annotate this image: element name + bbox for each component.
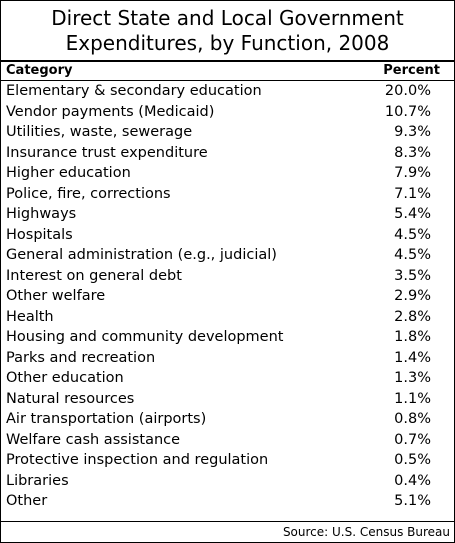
row-percent: 0.5% xyxy=(394,452,431,468)
table-row: Parks and recreation 1.4% xyxy=(1,348,454,369)
table-row: Welfare cash assistance 0.7% xyxy=(1,430,454,451)
table-row: Air transportation (airports) 0.8% xyxy=(1,409,454,430)
row-percent: 0.4% xyxy=(394,472,431,489)
table-row: Highways 5.4% xyxy=(1,204,454,225)
table-row: Libraries 0.4% xyxy=(1,471,454,492)
row-category: General administration (e.g., judicial) xyxy=(6,247,277,263)
table-row: Elementary & secondary education 20.0% xyxy=(1,81,454,102)
table-row: Natural resources 1.1% xyxy=(1,389,454,410)
table-row: Housing and community development 1.8% xyxy=(1,327,454,348)
row-category: Police, fire, corrections xyxy=(6,185,171,202)
row-category: Libraries xyxy=(6,472,69,489)
row-percent: 8.3% xyxy=(394,144,431,161)
row-percent: 20.0% xyxy=(384,83,431,99)
row-category: Health xyxy=(6,308,54,325)
title-line-1: Direct State and Local Government xyxy=(51,6,404,30)
row-percent: 2.9% xyxy=(394,288,431,304)
header-percent: Percent xyxy=(383,63,440,78)
row-category: Housing and community development xyxy=(6,329,284,345)
table-row: Vendor payments (Medicaid) 10.7% xyxy=(1,102,454,123)
row-category: Other education xyxy=(6,370,124,386)
row-percent: 0.7% xyxy=(394,431,431,448)
row-percent: 1.1% xyxy=(394,390,431,407)
source-note: Source: U.S. Census Bureau xyxy=(282,525,450,539)
row-percent: 4.5% xyxy=(394,226,431,243)
table-footer: Source: U.S. Census Bureau xyxy=(1,521,454,542)
table-row: Police, fire, corrections 7.1% xyxy=(1,184,454,205)
row-percent: 5.1% xyxy=(394,493,431,509)
row-category: Interest on general debt xyxy=(6,267,182,284)
row-category: Other xyxy=(6,493,48,509)
row-category: Air transportation (airports) xyxy=(6,411,207,427)
row-category: Utilities, waste, sewerage xyxy=(6,124,193,140)
row-percent: 0.8% xyxy=(394,411,431,427)
table-row: Higher education 7.9% xyxy=(1,163,454,184)
row-category: Insurance trust expenditure xyxy=(6,144,208,161)
row-category: Natural resources xyxy=(6,390,135,407)
row-percent: 9.3% xyxy=(394,124,431,140)
row-category: Other welfare xyxy=(6,288,106,304)
table-row: General administration (e.g., judicial) 4… xyxy=(1,245,454,266)
header-category: Category xyxy=(6,63,73,78)
row-percent: 1.4% xyxy=(394,349,431,366)
table-row: Hospitals 4.5% xyxy=(1,225,454,246)
row-percent: 10.7% xyxy=(384,103,431,120)
row-category: Parks and recreation xyxy=(6,349,156,366)
table-row: Other education 1.3% xyxy=(1,368,454,389)
table-title: Direct State and Local Government Expend… xyxy=(1,1,454,62)
row-category: Highways xyxy=(6,206,77,222)
table-row: Utilities, waste, sewerage 9.3% xyxy=(1,122,454,143)
table-row: Other 5.1% xyxy=(1,491,454,512)
table-row: Other welfare 2.9% xyxy=(1,286,454,307)
row-category: Higher education xyxy=(6,165,131,181)
table-header: Category Percent xyxy=(1,62,454,81)
row-percent: 3.5% xyxy=(394,267,431,284)
row-category: Hospitals xyxy=(6,226,73,243)
title-line-2: Expenditures, by Function, 2008 xyxy=(65,31,390,55)
table-row: Protective inspection and regulation 0.5% xyxy=(1,450,454,471)
row-percent: 1.8% xyxy=(394,329,431,345)
row-category: Protective inspection and regulation xyxy=(6,452,269,468)
row-percent: 7.9% xyxy=(394,165,431,181)
row-category: Vendor payments (Medicaid) xyxy=(6,103,215,120)
row-percent: 2.8% xyxy=(394,308,431,325)
row-category: Welfare cash assistance xyxy=(6,431,181,448)
row-percent: 5.4% xyxy=(394,206,431,222)
row-percent: 4.5% xyxy=(394,247,431,263)
table-row: Health 2.8% xyxy=(1,307,454,328)
row-percent: 7.1% xyxy=(394,185,431,202)
table-row: Insurance trust expenditure 8.3% xyxy=(1,143,454,164)
table-row: Interest on general debt 3.5% xyxy=(1,266,454,287)
row-category: Elementary & secondary education xyxy=(6,83,262,99)
row-percent: 1.3% xyxy=(394,370,431,386)
